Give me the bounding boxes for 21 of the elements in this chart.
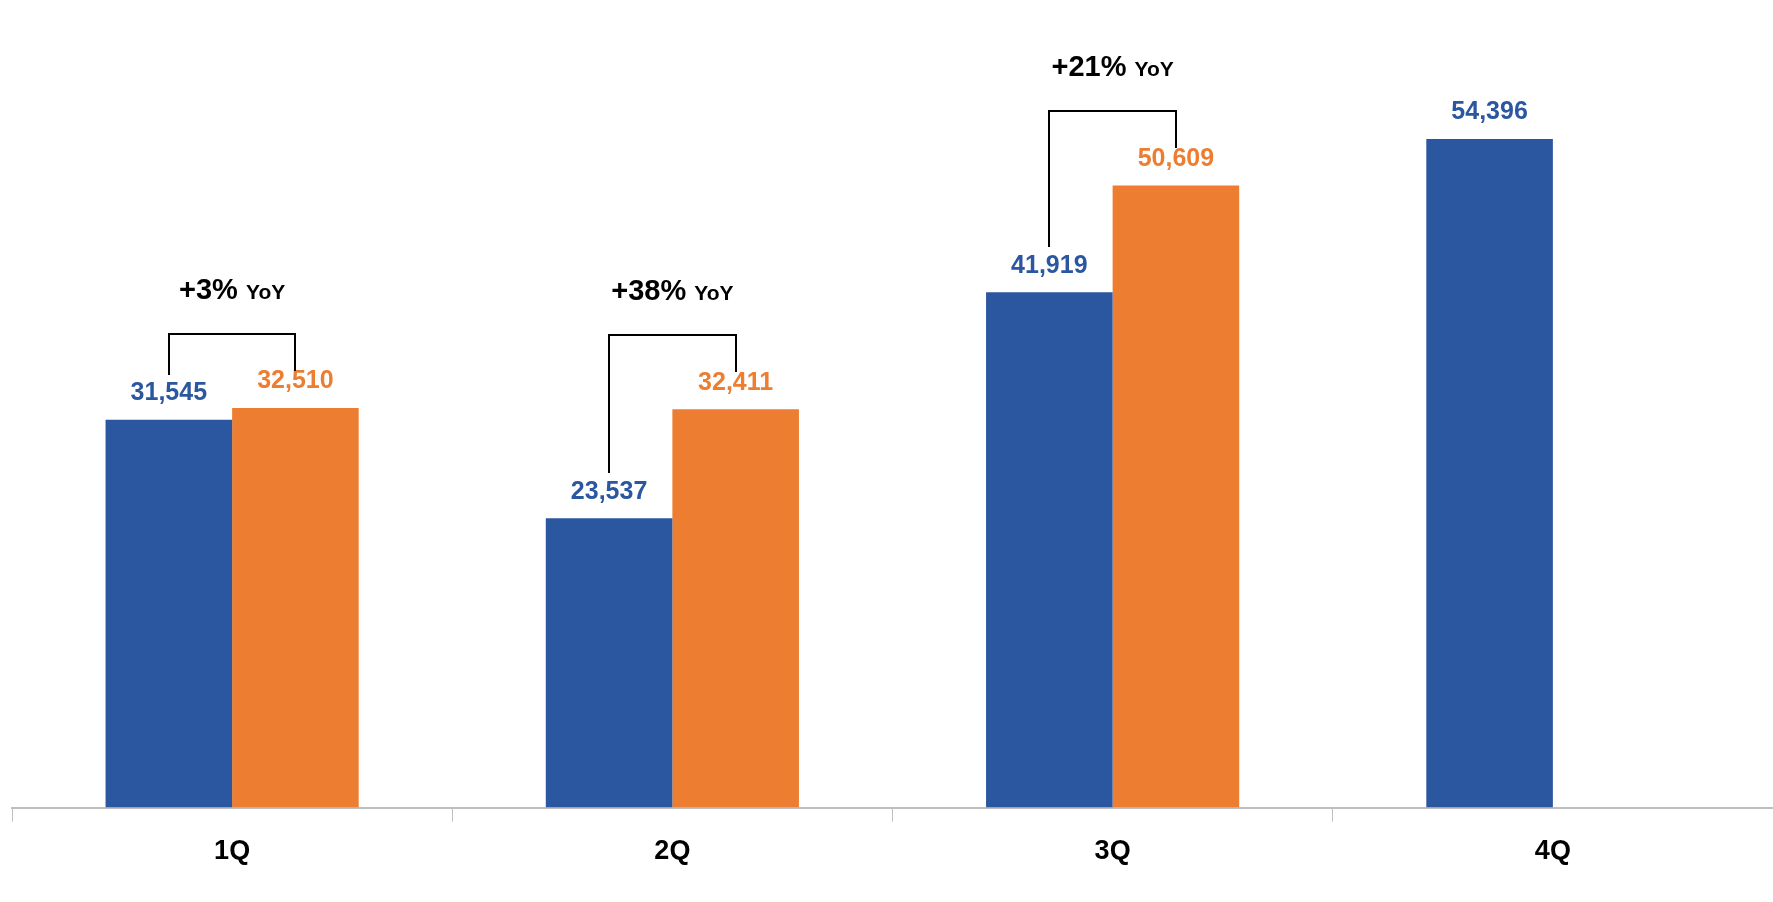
bar: [105, 419, 233, 808]
bar: [232, 407, 359, 808]
data-label: 31,545: [130, 377, 208, 406]
bar: [1426, 138, 1553, 808]
data-label: 54,396: [1451, 96, 1528, 125]
text: +21% YoY: [1051, 50, 1174, 83]
bar: [545, 518, 673, 808]
annotation: +38% YoY: [611, 274, 734, 307]
bar: [986, 292, 1113, 808]
data-label: 41,919: [1011, 249, 1088, 278]
data-label: 50,609: [1137, 142, 1215, 171]
data-label: 32,411: [698, 366, 774, 395]
x-tick-label: 1Q: [214, 835, 251, 866]
data-label: 32,510: [257, 365, 334, 394]
data-label: 23,537: [570, 475, 648, 504]
x-tick-label: 4Q: [1534, 835, 1571, 866]
x-tick-label: 2Q: [654, 835, 691, 866]
annotation: +3% YoY: [179, 272, 286, 305]
bar: [1112, 185, 1240, 808]
x-tick-label: 3Q: [1094, 835, 1131, 866]
bar: [672, 409, 799, 808]
